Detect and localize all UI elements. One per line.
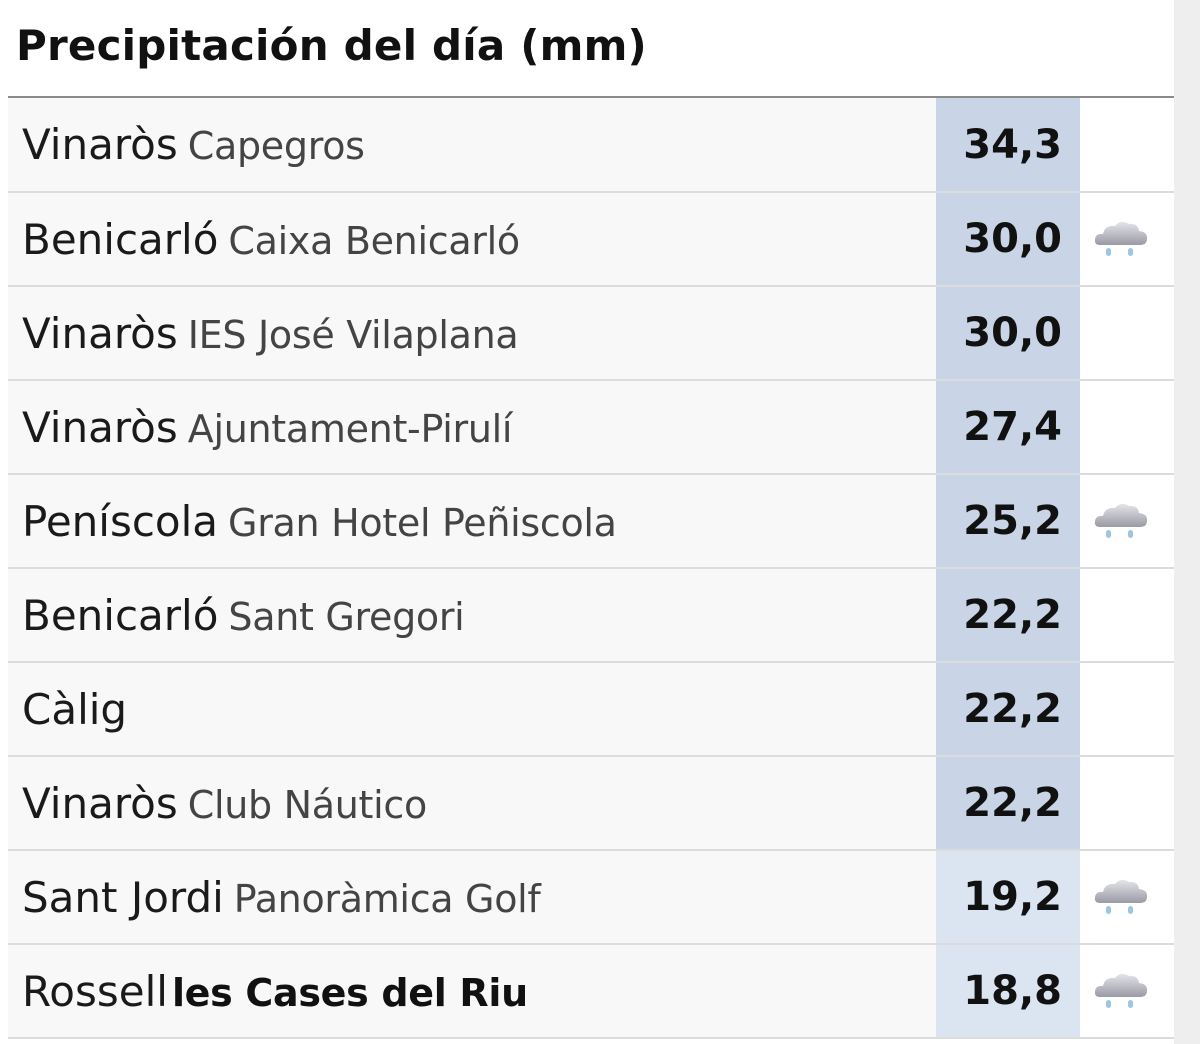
rain-cloud-icon [1094, 879, 1148, 914]
station-name-cell[interactable]: Sant Jordi Panoràmica Golf [8, 850, 936, 945]
weather-icon-cell [1080, 474, 1174, 569]
table-row-8[interactable]: Vinaròs Club Náutico 22,2 [8, 756, 1174, 851]
table-row-2[interactable]: Benicarló Caixa Benicarló 30,0 [8, 192, 1174, 287]
town-name: Vinaròs [22, 120, 178, 169]
station-name: IES José Vilaplana [187, 312, 519, 357]
town-name: Vinaròs [22, 308, 178, 358]
rain-cloud-icon [1094, 503, 1148, 538]
station-name-cell[interactable]: Peníscola Gran Hotel Peñiscola [8, 474, 936, 569]
table-row-5[interactable]: Peníscola Gran Hotel Peñiscola 25,2 [8, 474, 1174, 569]
station-name: les Cases del Riu [171, 970, 528, 1015]
station-name-cell[interactable]: Benicarló Caixa Benicarló [8, 192, 936, 287]
station-name-cell[interactable]: Càlig [8, 662, 936, 757]
station-name-cell[interactable]: Vinaròs Capegros [8, 98, 936, 193]
station-name: Sant Gregori [228, 594, 465, 639]
station-name-cell[interactable]: Benicarló Sant Gregori [8, 568, 936, 663]
table-row-9[interactable]: Sant Jordi Panoràmica Golf 19,2 [8, 850, 1174, 945]
table-row-4[interactable]: Vinaròs Ajuntament-Pirulí 27,4 [8, 380, 1174, 475]
table-row-6[interactable]: Benicarló Sant Gregori 22,2 [8, 568, 1174, 663]
station-name-cell[interactable]: Vinaròs IES José Vilaplana [8, 286, 936, 381]
table-row-3[interactable]: Vinaròs IES José Vilaplana 30,0 [8, 286, 1174, 381]
panel-title: Precipitación del día (mm) [8, 0, 1174, 98]
precipitation-value: 18,8 [936, 944, 1080, 1039]
town-name: Sant Jordi [22, 872, 224, 922]
town-name: Benicarló [22, 590, 219, 640]
table-row-7[interactable]: Càlig 22,2 [8, 662, 1174, 757]
weather-icon-cell [1080, 756, 1174, 851]
table-row-1[interactable]: Vinaròs Capegros 34,3 [8, 98, 1174, 193]
precipitation-value: 34,3 [936, 98, 1080, 193]
precipitation-table: Vinaròs Capegros 34,3 Benicarló Caixa Beni… [8, 98, 1174, 1039]
precipitation-value: 19,2 [936, 850, 1080, 945]
station-name: Gran Hotel Peñiscola [228, 500, 617, 545]
weather-icon-cell [1080, 850, 1174, 945]
station-name: Panoràmica Golf [233, 876, 541, 921]
precipitation-value: 30,0 [936, 192, 1080, 287]
weather-icon-cell [1080, 662, 1174, 757]
station-name: Caixa Benicarló [228, 218, 520, 263]
station-name: Club Náutico [187, 782, 427, 827]
town-name: Rossell [22, 966, 168, 1016]
precipitation-panel: Precipitación del día (mm) Vinaròs Capegr… [8, 0, 1174, 1039]
station-name-cell[interactable]: Vinaròs Club Náutico [8, 756, 936, 851]
station-name-cell[interactable]: Rossell les Cases del Riu [8, 944, 936, 1039]
precipitation-value: 30,0 [936, 286, 1080, 381]
precipitation-value: 27,4 [936, 380, 1080, 475]
weather-icon-cell [1080, 944, 1174, 1039]
town-name: Vinaròs [22, 402, 178, 452]
town-name: Benicarló [22, 214, 219, 264]
town-name: Càlig [22, 684, 128, 734]
station-name: Ajuntament-Pirulí [187, 406, 513, 451]
precipitation-value: 25,2 [936, 474, 1080, 569]
rain-cloud-icon [1094, 973, 1148, 1008]
precipitation-value: 22,2 [936, 662, 1080, 757]
precipitation-value: 22,2 [936, 568, 1080, 663]
precipitation-value: 22,2 [936, 756, 1080, 851]
town-name: Peníscola [22, 496, 219, 546]
station-name: Capegros [187, 124, 365, 168]
weather-icon-cell [1080, 286, 1174, 381]
rain-cloud-icon [1094, 221, 1148, 256]
weather-icon-cell [1080, 192, 1174, 287]
weather-icon-cell [1080, 568, 1174, 663]
weather-icon-cell [1080, 380, 1174, 475]
right-gutter [1174, 0, 1200, 1044]
station-name-cell[interactable]: Vinaròs Ajuntament-Pirulí [8, 380, 936, 475]
table-row-10[interactable]: Rossell les Cases del Riu 18,8 [8, 944, 1174, 1039]
weather-icon-cell [1080, 98, 1174, 193]
town-name: Vinaròs [22, 778, 178, 828]
